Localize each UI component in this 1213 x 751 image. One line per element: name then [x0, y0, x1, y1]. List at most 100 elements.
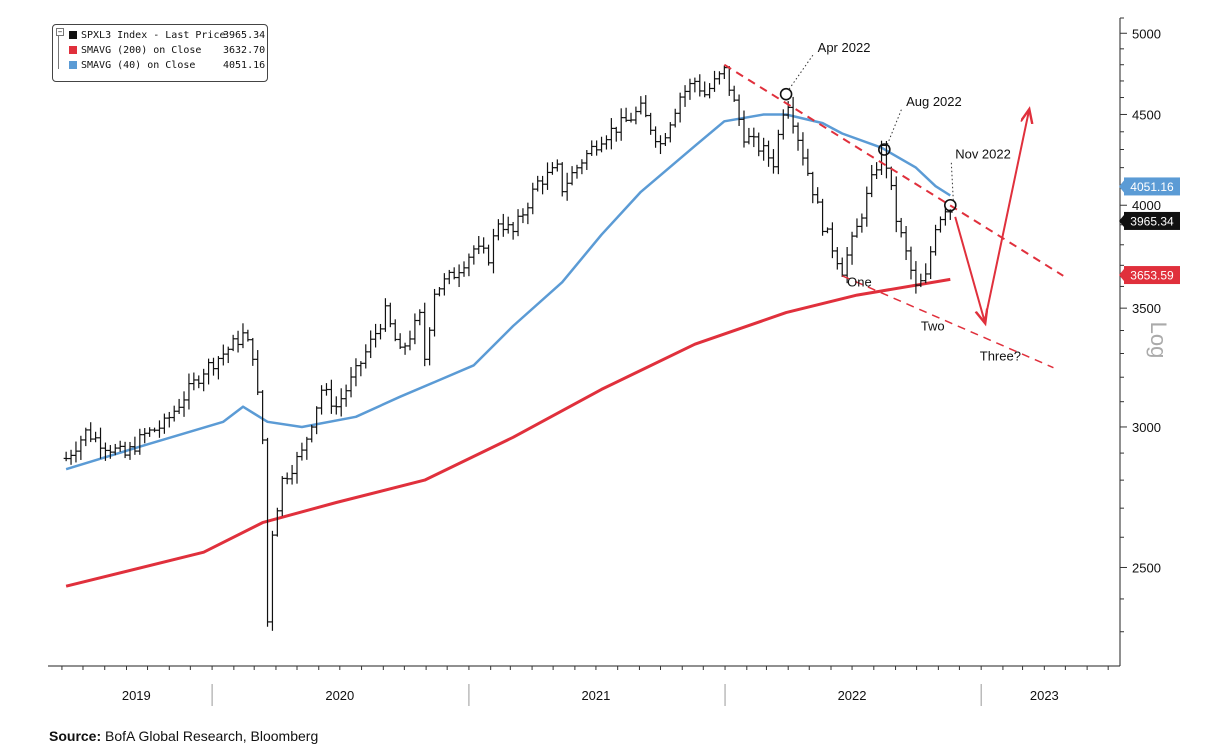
price-bar: [230, 334, 236, 352]
price-bar: [166, 411, 172, 428]
chart-annotation: Apr 2022: [818, 40, 871, 55]
price-bar: [78, 435, 84, 460]
chart-annotation: Nov 2022: [955, 147, 1011, 162]
y-tick-label: 3000: [1132, 420, 1161, 435]
chart-annotation: Two: [921, 318, 945, 333]
price-bar: [815, 187, 821, 204]
last-value-label: 3653.59: [1130, 269, 1174, 283]
price-bar: [712, 70, 718, 92]
chart-legend: − SPXL3 Index - Last Price 3965.34 SMAVG …: [52, 24, 268, 82]
price-bar: [893, 176, 899, 233]
price-bar: [186, 373, 192, 410]
sma200-line: [65, 277, 951, 588]
price-bar: [319, 385, 325, 415]
price-bar: [402, 342, 408, 355]
price-bar: [800, 132, 806, 166]
last-value-badge: [1124, 211, 1180, 230]
price-bar: [653, 126, 659, 148]
price-bar: [520, 208, 526, 224]
price-bar: [790, 96, 796, 134]
projection-arrow: [954, 216, 984, 322]
price-bar: [775, 129, 781, 175]
price-bar: [820, 198, 826, 236]
price-bar: [716, 71, 722, 85]
price-bar: [589, 140, 595, 156]
price-bar: [849, 231, 855, 265]
x-tick-label: 2019: [122, 688, 151, 703]
y-tick-label: 5000: [1132, 26, 1161, 41]
price-bar: [338, 388, 344, 417]
price-bar: [333, 396, 339, 415]
legend-swatch-sma200: [69, 46, 77, 54]
last-value-pointer: [1119, 269, 1124, 282]
price-bar: [446, 269, 452, 285]
price-bar: [603, 135, 609, 150]
price-bar: [599, 136, 605, 153]
price-bar: [176, 398, 182, 415]
price-bar: [171, 405, 177, 422]
price-bar: [274, 507, 280, 537]
price-bar: [432, 288, 438, 337]
price-bar: [741, 110, 747, 148]
price-bar: [314, 406, 320, 435]
price-bar: [127, 441, 133, 460]
price-bar: [854, 218, 860, 238]
price-bar: [225, 346, 231, 364]
price-bar: [824, 227, 830, 234]
price-bar: [392, 319, 398, 342]
price-bar: [667, 122, 673, 143]
chart-annotation: One: [847, 274, 872, 289]
price-bar: [795, 122, 801, 151]
y-tick-label: 4000: [1132, 198, 1161, 213]
price-bar: [481, 237, 487, 254]
price-bar: [407, 330, 413, 351]
price-bar: [540, 175, 546, 195]
legend-value-sma40: 4051.16: [223, 60, 266, 71]
collapse-icon[interactable]: −: [56, 28, 64, 36]
y-tick-label: 2500: [1132, 560, 1161, 575]
price-bar: [373, 323, 379, 348]
price-bar: [510, 221, 516, 240]
price-bar: [648, 112, 654, 135]
price-bar: [156, 420, 162, 438]
price-bar: [436, 287, 442, 297]
price-bar: [88, 422, 94, 443]
log-scale-label: Log: [1146, 321, 1171, 359]
price-bar: [368, 330, 374, 359]
price-bar: [913, 261, 919, 294]
y-tick-label: 3500: [1132, 301, 1161, 316]
legend-label-sma40: SMAVG (40) on Close: [81, 60, 196, 71]
price-bar: [898, 217, 904, 238]
price-bar: [937, 216, 943, 233]
price-bar: [382, 298, 388, 332]
price-bar: [235, 330, 241, 353]
price-bar: [353, 358, 359, 387]
price-bar: [441, 273, 447, 296]
price-bar: [687, 78, 693, 100]
price-bar: [68, 449, 74, 465]
price-bar: [805, 148, 811, 176]
price-bar: [530, 182, 536, 215]
source-prefix: Source:: [49, 728, 102, 744]
price-bar: [834, 247, 840, 270]
legend-row-sma40: SMAVG (40) on Close 4051.16: [69, 59, 265, 72]
x-tick-label: 2020: [325, 688, 354, 703]
price-bar: [122, 441, 128, 459]
price-bar: [707, 83, 713, 99]
price-bar: [210, 357, 216, 376]
price-bar: [397, 333, 403, 350]
price-bar: [525, 202, 531, 225]
price-bar: [633, 106, 639, 125]
price-bar: [142, 428, 148, 444]
price-bar: [471, 245, 477, 265]
price-bar: [387, 302, 393, 328]
price-bar: [810, 171, 816, 204]
trendline-dashed: [841, 275, 1054, 369]
x-tick-label: 2021: [581, 688, 610, 703]
price-bar: [736, 94, 742, 126]
last-value-badge: [1124, 266, 1180, 285]
price-bar: [657, 135, 663, 155]
last-value-label: 3965.34: [1130, 214, 1174, 228]
price-bar: [579, 159, 585, 175]
